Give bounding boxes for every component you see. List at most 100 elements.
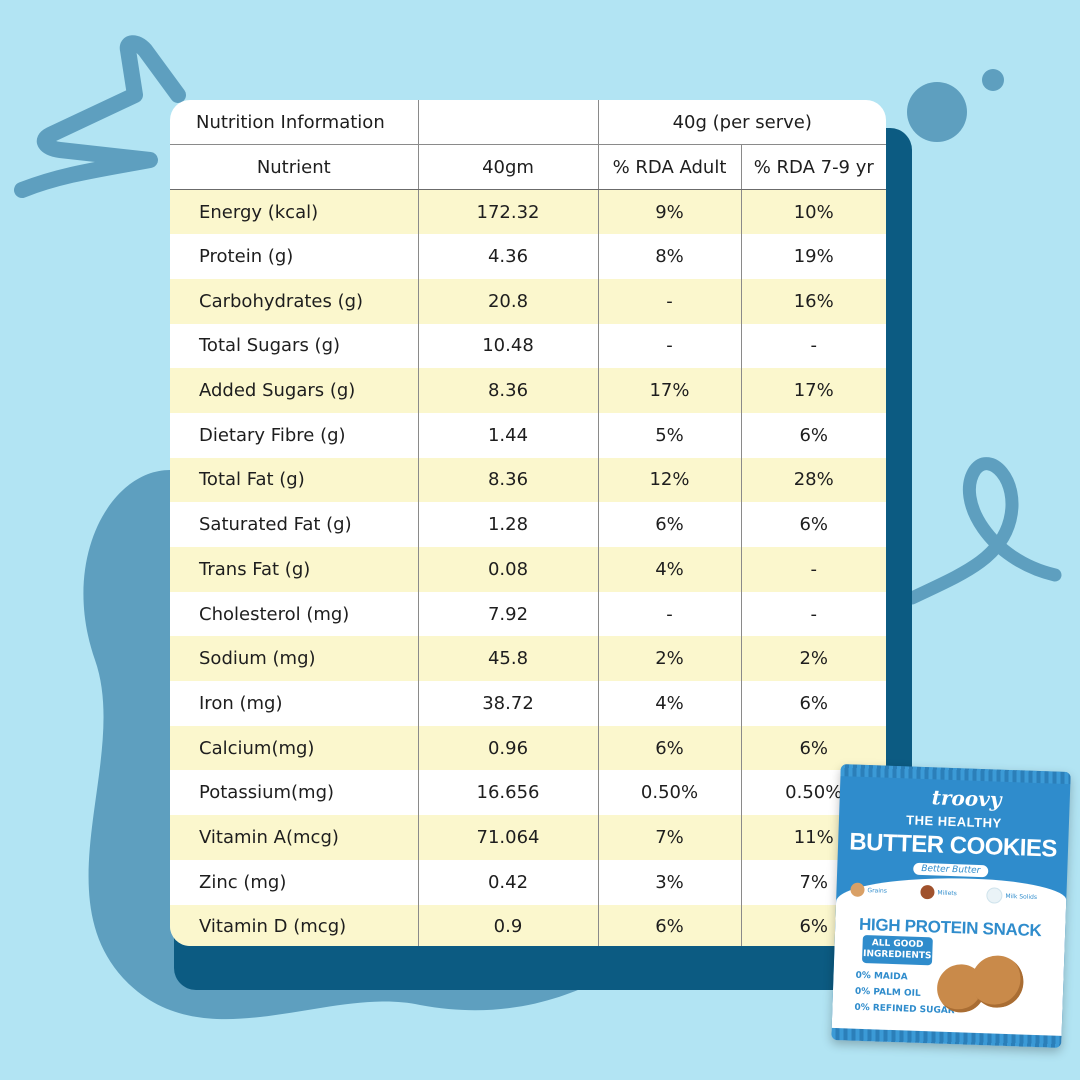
amount-cell: 10.48: [417, 323, 598, 369]
header-row-columns: Nutrient 40gm % RDA Adult % RDA 7-9 yr: [170, 144, 886, 190]
table-row: Added Sugars (g) 8.36 17% 17%: [170, 368, 886, 413]
nutrient-name-cell: Total Fat (g): [199, 469, 305, 491]
table-row: Protein (g) 4.36 8% 19%: [170, 234, 886, 279]
nutrient-name-cell: Dietary Fibre (g): [199, 424, 346, 446]
millets-icon: [920, 884, 935, 900]
rda-child-cell: -: [740, 591, 886, 637]
column-header-rda-child: % RDA 7-9 yr: [740, 144, 886, 190]
column-header-rda-adult: % RDA Adult: [597, 144, 741, 190]
amount-cell: 172.32: [417, 189, 598, 235]
pack-feature-milk: Milk Solids: [986, 887, 1037, 905]
table-row: Zinc (mg) 0.42 3% 7%: [170, 859, 886, 905]
table-row: Vitamin A(mcg) 71.064 7% 11%: [170, 815, 886, 860]
rda-adult-cell: 6%: [597, 502, 741, 547]
rda-adult-cell: 3%: [597, 859, 741, 905]
rda-adult-cell: 2%: [597, 636, 741, 682]
column-header-nutrient: Nutrient: [170, 144, 418, 190]
pack-tagline: Better Butter: [913, 862, 989, 878]
nutrient-name-cell: Trans Fat (g): [199, 558, 311, 580]
nutrient-name-cell: Cholesterol (mg): [199, 603, 350, 625]
pack-badge: ALL GOOD INGREDIENTS: [861, 934, 933, 966]
rda-child-cell: -: [740, 547, 886, 592]
rda-child-cell: 17%: [740, 368, 886, 413]
rda-adult-cell: -: [597, 278, 741, 324]
rda-child-cell: 28%: [740, 457, 886, 503]
amount-cell: 38.72: [417, 681, 598, 726]
pack-brand-logo: troovy: [931, 785, 1002, 812]
table-row: Total Sugars (g) 10.48- -: [170, 323, 886, 369]
table-row: Trans Fat (g) 0.08 4% -: [170, 547, 886, 592]
table-row: Cholesterol (mg) 7.92- -: [170, 591, 886, 637]
table-row: Dietary Fibre (g) 1.44 5% 6%: [170, 412, 886, 458]
nutrient-name-cell: Iron (mg): [199, 692, 283, 714]
rda-adult-cell: -: [597, 591, 741, 637]
amount-cell: 45.8: [417, 636, 598, 682]
rda-child-cell: -: [740, 323, 886, 369]
rda-adult-cell: 6%: [597, 904, 741, 946]
nutrient-name-cell: Vitamin D (mcg): [199, 916, 347, 938]
serving-size-header: 40g (per serve): [597, 100, 886, 145]
rda-adult-cell: 17%: [597, 368, 741, 413]
nutrition-table: Nutrition Information 40g (per serve) Nu…: [170, 100, 886, 946]
pack-claim-maida: 0% MAIDA: [855, 970, 908, 983]
pack-body: troovy THE HEALTHY BUTTER COOKIES Better…: [831, 764, 1071, 1048]
amount-cell: 8.36: [417, 457, 598, 503]
table-row: Energy (kcal) 172.32 9% 10%: [170, 189, 886, 235]
product-pack-image: troovy THE HEALTHY BUTTER COOKIES Better…: [831, 764, 1071, 1048]
nutrition-card: Nutrition Information 40g (per serve) Nu…: [170, 100, 886, 946]
nutrient-name-cell: Energy (kcal): [199, 201, 319, 223]
nutrient-name-cell: Vitamin A(mcg): [199, 826, 339, 848]
amount-cell: 0.42: [417, 859, 598, 905]
table-row: Iron (mg) 38.72 4% 6%: [170, 681, 886, 726]
table-row: Carbohydrates (g) 20.8-16%: [170, 278, 886, 324]
amount-cell: 1.28: [417, 502, 598, 547]
amount-cell: 8.36: [417, 368, 598, 413]
nutrient-name-cell: Added Sugars (g): [199, 380, 356, 402]
rda-child-cell: 19%: [740, 234, 886, 279]
table-title: Nutrition Information: [170, 100, 418, 145]
amount-cell: 7.92: [417, 591, 598, 637]
amount-cell: 71.064: [417, 815, 598, 860]
table-row: Sodium (mg) 45.8 2% 2%: [170, 636, 886, 682]
pack-feature-millets: Millets: [920, 884, 957, 900]
rda-adult-cell: 8%: [597, 234, 741, 279]
rda-adult-cell: 5%: [597, 412, 741, 458]
decor-loop: [905, 457, 1062, 605]
rda-adult-cell: 4%: [597, 681, 741, 726]
rda-child-cell: 6%: [740, 725, 886, 771]
header-row-title: Nutrition Information 40g (per serve): [170, 100, 886, 145]
amount-cell: 16.656: [417, 770, 598, 816]
nutrient-name-cell: Carbohydrates (g): [199, 290, 364, 312]
nutrient-name-cell: Protein (g): [199, 246, 294, 268]
nutrient-name-cell: Zinc (mg): [199, 871, 287, 893]
rda-adult-cell: -: [597, 323, 741, 369]
column-header-amount: 40gm: [417, 144, 598, 190]
decor-circle-large: [907, 82, 967, 142]
grains-icon: [850, 882, 865, 897]
rda-adult-cell: 12%: [597, 457, 741, 503]
table-row: Calcium(mg) 0.96 6% 6%: [170, 725, 886, 771]
nutrient-name-cell: Saturated Fat (g): [199, 514, 352, 536]
rda-adult-cell: 9%: [597, 189, 741, 235]
pack-product-name: BUTTER COOKIES: [848, 828, 1058, 863]
amount-cell: 1.44: [417, 412, 598, 458]
rda-child-cell: 10%: [740, 189, 886, 235]
amount-cell: 4.36: [417, 234, 598, 279]
table-row: Total Fat (g) 8.36 12% 28%: [170, 457, 886, 503]
rda-adult-cell: 4%: [597, 547, 741, 592]
rda-child-cell: 2%: [740, 636, 886, 682]
decor-circle-small: [982, 69, 1004, 91]
rda-adult-cell: 7%: [597, 815, 741, 860]
rda-adult-cell: 0.50%: [597, 770, 741, 816]
nutrient-name-cell: Calcium(mg): [199, 737, 315, 759]
nutrient-name-cell: Sodium (mg): [199, 648, 316, 670]
pack-feature-grains: Grains: [850, 882, 887, 897]
amount-cell: 0.96: [417, 725, 598, 771]
rda-child-cell: 6%: [740, 681, 886, 726]
amount-cell: 0.9: [417, 904, 598, 946]
rda-child-cell: 6%: [740, 412, 886, 458]
milk-icon: [986, 887, 1003, 904]
amount-cell: 20.8: [417, 278, 598, 324]
header-empty-cell: [417, 100, 598, 145]
rda-adult-cell: 6%: [597, 725, 741, 771]
